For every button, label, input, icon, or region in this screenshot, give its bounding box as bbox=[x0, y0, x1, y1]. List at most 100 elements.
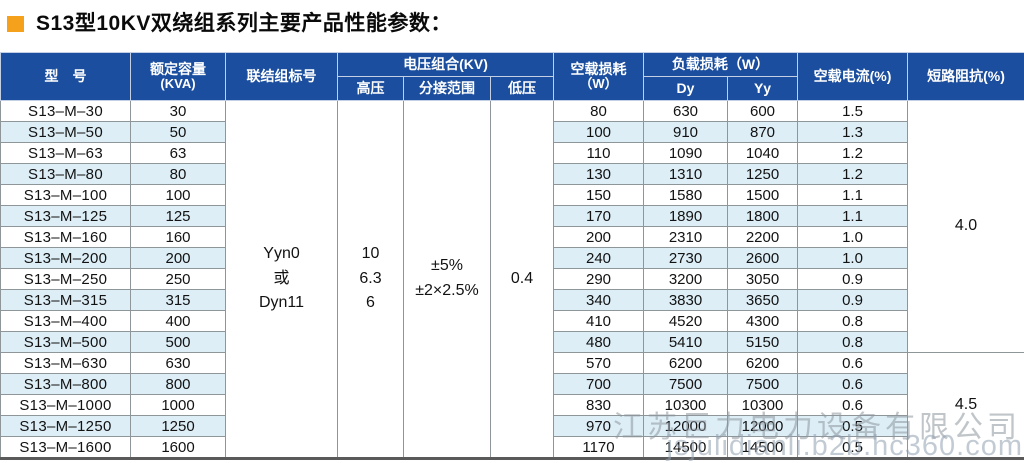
cell-load-loss-yy: 2200 bbox=[727, 226, 798, 248]
page-title: S13型10KV双绕组系列主要产品性能参数： bbox=[36, 12, 452, 35]
table-row: S13–M–30 30 Yyn0 或 Dyn11 10 6.3 6 ±5% ±2×2.5% 0.4 8… bbox=[0, 100, 1024, 459]
cell-capacity: 1000 bbox=[130, 394, 226, 416]
cell-model: S13–M–30 bbox=[0, 100, 131, 122]
cell-load-loss-yy: 3650 bbox=[727, 289, 798, 311]
cell-noload-loss: 970 bbox=[553, 415, 644, 437]
cell-load-loss-yy: 870 bbox=[727, 121, 798, 143]
cell-connection-group: Yyn0 或 Dyn11 bbox=[225, 100, 338, 459]
table-row: S13–M–1600 1600 1170 14500 14500 0.5 bbox=[0, 436, 1024, 459]
cell-noload-loss: 700 bbox=[553, 373, 644, 395]
cell-load-loss-dy: 10300 bbox=[643, 394, 728, 416]
cell-load-loss-dy: 5410 bbox=[643, 331, 728, 353]
cell-model: S13–M–400 bbox=[0, 310, 131, 332]
cell-model: S13–M–200 bbox=[0, 247, 131, 269]
col-header-load-loss-group: 负载损耗（W） bbox=[643, 52, 798, 77]
cell-noload-current: 0.5 bbox=[797, 436, 908, 459]
table-row: S13–M–125 125 170 1890 1800 1.1 bbox=[0, 205, 1024, 227]
cell-noload-current: 0.9 bbox=[797, 268, 908, 290]
col-header-noload-loss: 空载损耗 （W） bbox=[553, 52, 644, 101]
cell-capacity: 250 bbox=[130, 268, 226, 290]
col-header-yy: Yy bbox=[727, 76, 798, 101]
cell-model: S13–M–630 bbox=[0, 352, 131, 374]
col-header-voltage-group: 电压组合(KV) bbox=[337, 52, 554, 77]
cell-model: S13–M–80 bbox=[0, 163, 131, 185]
cell-noload-loss: 150 bbox=[553, 184, 644, 206]
cell-load-loss-dy: 3830 bbox=[643, 289, 728, 311]
table-row: S13–M–63 63 110 1090 1040 1.2 bbox=[0, 142, 1024, 164]
cell-capacity: 800 bbox=[130, 373, 226, 395]
cell-load-loss-dy: 2730 bbox=[643, 247, 728, 269]
col-header-hv-label: 高压 bbox=[356, 80, 385, 97]
header-row-2: 高压 分接范围 低压 Dy Yy bbox=[1, 76, 1024, 101]
cell-model: S13–M–100 bbox=[0, 184, 131, 206]
col-header-lv-label: 低压 bbox=[508, 80, 536, 97]
cell-noload-loss: 830 bbox=[553, 394, 644, 416]
cell-capacity: 630 bbox=[130, 352, 226, 374]
cell-load-loss-dy: 1310 bbox=[643, 163, 728, 185]
cell-load-loss-dy: 12000 bbox=[643, 415, 728, 437]
cell-load-loss-dy: 1580 bbox=[643, 184, 728, 206]
col-header-noload-line1: 空载损耗 bbox=[570, 60, 627, 77]
cell-load-loss-yy: 3050 bbox=[727, 268, 798, 290]
cell-load-loss-yy: 6200 bbox=[727, 352, 798, 374]
col-header-model-label: 型 号 bbox=[44, 68, 87, 85]
table-row: S13–M–160 160 200 2310 2200 1.0 bbox=[0, 226, 1024, 248]
cell-load-loss-yy: 5150 bbox=[727, 331, 798, 353]
cell-model: S13–M–315 bbox=[0, 289, 131, 311]
cell-load-loss-yy: 1800 bbox=[727, 205, 798, 227]
cell-capacity: 500 bbox=[130, 331, 226, 353]
table-row: S13–M–250 250 290 3200 3050 0.9 bbox=[0, 268, 1024, 290]
cell-impedance: 4.0 bbox=[907, 100, 1024, 353]
cell-model: S13–M–250 bbox=[0, 268, 131, 290]
col-header-impedance: 短路阻抗(%) bbox=[907, 52, 1024, 101]
cell-noload-loss: 410 bbox=[553, 310, 644, 332]
col-header-noload-current-label: 空载电流(%) bbox=[813, 68, 892, 85]
spec-table: 型 号 额定容量 (KVA) 联结组标号 电压组合(KV) 空载损耗 （W） 负… bbox=[0, 52, 1024, 460]
table-row: S13–M–1250 1250 970 12000 12000 0.5 bbox=[0, 415, 1024, 437]
col-header-noload-current: 空载电流(%) bbox=[797, 52, 908, 101]
cell-noload-current: 0.8 bbox=[797, 310, 908, 332]
cell-noload-current: 0.6 bbox=[797, 373, 908, 395]
cell-noload-current: 0.5 bbox=[797, 415, 908, 437]
cell-model: S13–M–800 bbox=[0, 373, 131, 395]
table-header: 型 号 额定容量 (KVA) 联结组标号 电压组合(KV) 空载损耗 （W） 负… bbox=[0, 52, 1024, 101]
cell-noload-loss: 240 bbox=[553, 247, 644, 269]
orange-bullet-icon bbox=[7, 16, 24, 32]
cell-model: S13–M–1600 bbox=[0, 436, 131, 459]
cell-load-loss-yy: 600 bbox=[727, 100, 798, 122]
cell-capacity: 1250 bbox=[130, 415, 226, 437]
cell-impedance: 4.5 bbox=[907, 352, 1024, 459]
cell-model: S13–M–160 bbox=[0, 226, 131, 248]
cell-load-loss-yy: 1250 bbox=[727, 163, 798, 185]
cell-lv: 0.4 bbox=[490, 100, 554, 459]
cell-noload-loss: 290 bbox=[553, 268, 644, 290]
table-row: S13–M–315 315 340 3830 3650 0.9 bbox=[0, 289, 1024, 311]
cell-load-loss-yy: 4300 bbox=[727, 310, 798, 332]
cell-model: S13–M–50 bbox=[0, 121, 131, 143]
cell-noload-current: 1.3 bbox=[797, 121, 908, 143]
cell-noload-loss: 80 bbox=[553, 100, 644, 122]
cell-noload-current: 1.2 bbox=[797, 142, 908, 164]
cell-load-loss-dy: 1090 bbox=[643, 142, 728, 164]
cell-model: S13–M–63 bbox=[0, 142, 131, 164]
header-row-1: 型 号 额定容量 (KVA) 联结组标号 电压组合(KV) 空载损耗 （W） 负… bbox=[0, 52, 1024, 101]
table-row: S13–M–630 630 570 6200 6200 0.6 4.5 bbox=[0, 352, 1024, 459]
table-row: S13–M–400 400 410 4520 4300 0.8 bbox=[0, 310, 1024, 332]
col-header-capacity-line2: (KVA) bbox=[160, 76, 196, 92]
col-header-capacity: 额定容量 (KVA) bbox=[130, 52, 226, 101]
cell-load-loss-yy: 12000 bbox=[727, 415, 798, 437]
col-header-hv: 高压 bbox=[337, 76, 404, 101]
col-header-connection: 联结组标号 bbox=[225, 52, 338, 101]
col-header-connection-label: 联结组标号 bbox=[246, 68, 317, 85]
cell-noload-current: 1.1 bbox=[797, 184, 908, 206]
cell-load-loss-yy: 10300 bbox=[727, 394, 798, 416]
cell-model: S13–M–500 bbox=[0, 331, 131, 353]
table-row: S13–M–200 200 240 2730 2600 1.0 bbox=[0, 247, 1024, 269]
table-row: S13–M–1000 1000 830 10300 10300 0.6 bbox=[0, 394, 1024, 416]
page-title-row: S13型10KV双绕组系列主要产品性能参数： bbox=[7, 11, 452, 36]
col-header-tap-range: 分接范围 bbox=[403, 76, 491, 101]
cell-noload-current: 0.6 bbox=[797, 394, 908, 416]
cell-noload-current: 1.2 bbox=[797, 163, 908, 185]
cell-load-loss-yy: 7500 bbox=[727, 373, 798, 395]
cell-noload-loss: 100 bbox=[553, 121, 644, 143]
